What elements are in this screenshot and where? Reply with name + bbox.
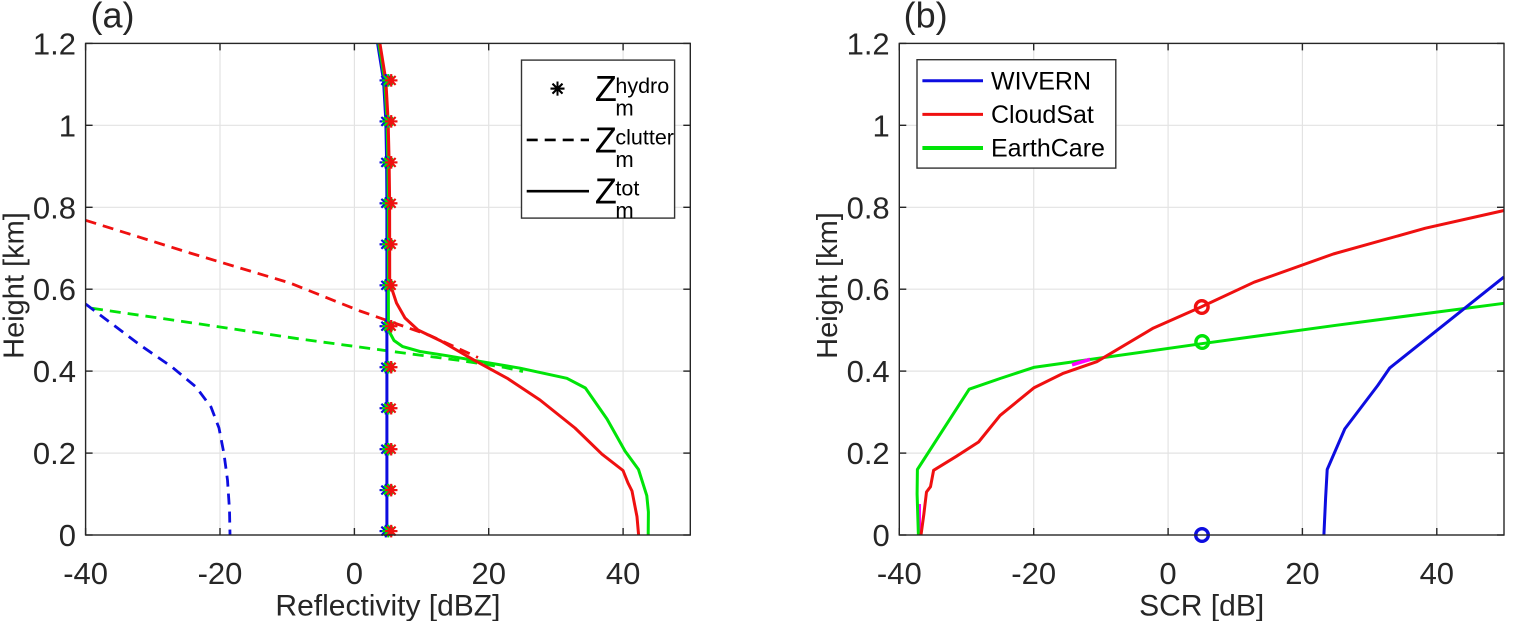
svg-text:m: m (615, 198, 633, 223)
svg-text:(a): (a) (91, 0, 135, 36)
svg-text:-40: -40 (877, 556, 922, 591)
svg-text:WIVERN: WIVERN (991, 67, 1091, 95)
svg-text:1: 1 (872, 108, 889, 143)
svg-text:EarthCare: EarthCare (991, 135, 1105, 163)
svg-text:1.2: 1.2 (33, 26, 76, 61)
svg-text:Height [km]: Height [km] (0, 212, 30, 359)
svg-text:1: 1 (59, 108, 76, 143)
svg-text:-20: -20 (198, 556, 243, 591)
svg-text:20: 20 (471, 556, 505, 591)
svg-text:Z: Z (595, 119, 617, 160)
svg-text:0: 0 (59, 518, 76, 553)
svg-text:0.2: 0.2 (33, 436, 76, 471)
svg-text:20: 20 (1285, 556, 1319, 591)
svg-text:0.6: 0.6 (33, 272, 76, 307)
svg-text:0: 0 (872, 518, 889, 553)
svg-text:0.4: 0.4 (847, 354, 890, 389)
svg-text:0.8: 0.8 (33, 190, 76, 225)
svg-text:Z: Z (595, 68, 617, 109)
svg-text:tot: tot (615, 177, 639, 201)
svg-text:m: m (615, 96, 633, 121)
svg-text:0.2: 0.2 (847, 436, 890, 471)
svg-text:m: m (615, 147, 633, 172)
svg-text:0: 0 (1159, 556, 1176, 591)
svg-text:0.6: 0.6 (847, 272, 890, 307)
svg-text:Height [km]: Height [km] (812, 212, 844, 359)
svg-text:0.4: 0.4 (33, 354, 76, 389)
svg-text:SCR [dB]: SCR [dB] (1139, 590, 1264, 622)
svg-text:-20: -20 (1011, 556, 1056, 591)
svg-text:40: 40 (606, 556, 640, 591)
svg-text:Reflectivity [dBZ]: Reflectivity [dBZ] (275, 590, 500, 622)
svg-text:-40: -40 (63, 556, 108, 591)
svg-text:Z: Z (595, 171, 617, 212)
svg-text:0.8: 0.8 (847, 190, 890, 225)
svg-text:clutter: clutter (615, 125, 674, 149)
svg-text:hydro: hydro (615, 74, 669, 98)
svg-text:0: 0 (346, 556, 363, 591)
svg-text:(b): (b) (904, 0, 948, 36)
svg-text:1.2: 1.2 (847, 26, 890, 61)
svg-text:CloudSat: CloudSat (991, 101, 1094, 129)
svg-text:40: 40 (1420, 556, 1454, 591)
